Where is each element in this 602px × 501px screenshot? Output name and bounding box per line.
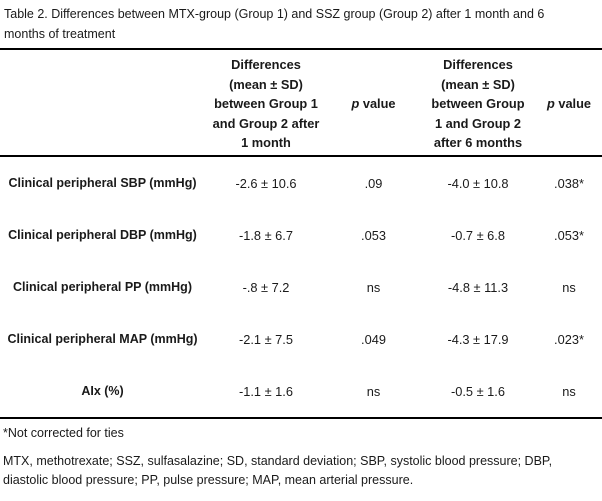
header-line: (mean ± SD) bbox=[441, 76, 515, 92]
header-line: and Group 2 after bbox=[212, 115, 320, 131]
footnote-abbreviations: MTX, methotrexate; SSZ, sulfasalazine; S… bbox=[3, 454, 553, 487]
header-p-value-6-months: p value bbox=[536, 50, 602, 155]
header-p-value-1-month: p value bbox=[327, 50, 420, 155]
p-value-label: value bbox=[554, 96, 592, 111]
header-line: after 6 months bbox=[433, 135, 523, 150]
diff-6-months-cell: -0.7 ± 6.8 bbox=[451, 227, 505, 243]
row-label: Clinical peripheral SBP (mmHg) bbox=[8, 176, 197, 190]
p-value-1-month-cell: .049 bbox=[361, 331, 386, 347]
diff-1-month-cell: -.8 ± 7.2 bbox=[242, 279, 290, 295]
header-line: Differences bbox=[231, 57, 301, 72]
header-empty-cell bbox=[0, 50, 205, 155]
table-footnotes: *Not corrected for ties MTX, methotrexat… bbox=[0, 417, 602, 489]
p-value-6-months-cell: ns bbox=[562, 383, 576, 399]
diff-6-months-cell: -4.0 ± 10.8 bbox=[447, 175, 509, 191]
p-symbol: p bbox=[546, 96, 555, 111]
diff-1-month-cell: -1.8 ± 6.7 bbox=[239, 227, 293, 243]
diff-6-months-cell: -0.5 ± 1.6 bbox=[451, 383, 505, 399]
table-header-row: Differences (mean ± SD) between Group 1 … bbox=[0, 50, 602, 157]
table-caption: Table 2. Differences between MTX-group (… bbox=[4, 7, 545, 41]
header-differences-1-month: Differences (mean ± SD) between Group 1 … bbox=[205, 50, 327, 155]
table-row-pp: Clinical peripheral PP (mmHg) -.8 ± 7.2 … bbox=[0, 261, 602, 313]
row-label: Clinical peripheral MAP (mmHg) bbox=[7, 332, 198, 346]
header-line: Differences bbox=[443, 57, 513, 72]
diff-1-month-cell: -2.6 ± 10.6 bbox=[235, 175, 297, 191]
table-body: Clinical peripheral SBP (mmHg) -2.6 ± 10… bbox=[0, 157, 602, 417]
p-value-6-months-cell: ns bbox=[562, 279, 576, 295]
p-value-1-month-cell: ns bbox=[366, 279, 381, 295]
p-value-6-months-cell: .023* bbox=[554, 331, 584, 347]
header-line: between Group 1 bbox=[214, 96, 318, 111]
p-value-1-month-cell: ns bbox=[366, 383, 381, 399]
p-value-6-months-cell: .053* bbox=[554, 227, 584, 243]
p-value-6-months-cell: .038* bbox=[554, 175, 584, 191]
diff-1-month-cell: -2.1 ± 7.5 bbox=[239, 331, 293, 347]
p-value-1-month-cell: .053 bbox=[361, 227, 386, 243]
p-symbol: p bbox=[351, 96, 360, 111]
footnote-ties: *Not corrected for ties bbox=[3, 426, 124, 440]
header-line: 1 month bbox=[241, 135, 291, 150]
row-label: AIx (%) bbox=[81, 384, 124, 398]
p-value-label: value bbox=[359, 96, 396, 111]
diff-6-months-cell: -4.3 ± 17.9 bbox=[447, 331, 509, 347]
table-row-aix: AIx (%) -1.1 ± 1.6 ns -0.5 ± 1.6 ns bbox=[0, 365, 602, 417]
diff-1-month-cell: -1.1 ± 1.6 bbox=[239, 383, 293, 399]
header-line: (mean ± SD) bbox=[229, 76, 303, 92]
table-row-dbp: Clinical peripheral DBP (mmHg) -1.8 ± 6.… bbox=[0, 209, 602, 261]
data-table: Differences (mean ± SD) between Group 1 … bbox=[0, 48, 602, 417]
header-line: 1 and Group 2 bbox=[434, 115, 522, 131]
row-label: Clinical peripheral DBP (mmHg) bbox=[8, 228, 197, 242]
diff-6-months-cell: -4.8 ± 11.3 bbox=[447, 279, 509, 295]
row-label: Clinical peripheral PP (mmHg) bbox=[13, 280, 192, 294]
header-line: between Group bbox=[431, 96, 525, 111]
p-value-1-month-cell: .09 bbox=[364, 175, 383, 191]
header-differences-6-months: Differences (mean ± SD) between Group 1 … bbox=[420, 50, 536, 155]
table-row-map: Clinical peripheral MAP (mmHg) -2.1 ± 7.… bbox=[0, 313, 602, 365]
table-row-sbp: Clinical peripheral SBP (mmHg) -2.6 ± 10… bbox=[0, 157, 602, 209]
